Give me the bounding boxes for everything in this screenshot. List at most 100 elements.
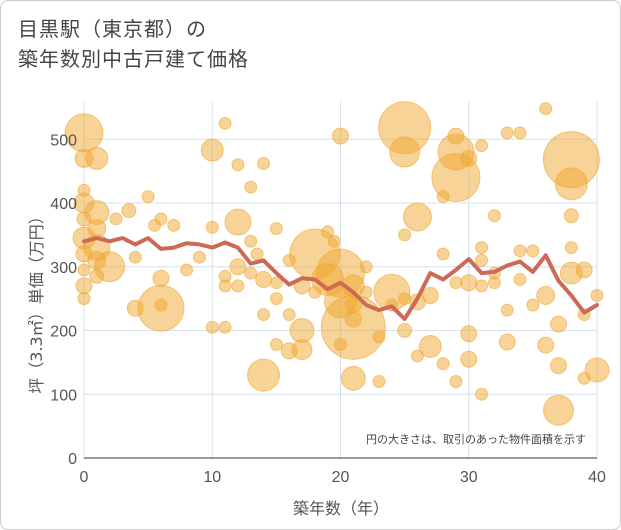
data-bubble [460, 325, 478, 343]
data-bubble [231, 158, 245, 172]
data-bubble [550, 315, 568, 333]
y-tick-label: 400 [50, 196, 77, 213]
data-bubble [436, 357, 450, 371]
data-bubble [564, 241, 578, 255]
data-bubble [85, 146, 109, 170]
data-bubble [460, 274, 478, 292]
data-bubble [94, 251, 126, 283]
data-bubble [218, 320, 232, 334]
data-bubble [218, 116, 232, 130]
x-tick-label: 20 [332, 469, 350, 486]
data-bubble [244, 266, 258, 280]
data-bubble [75, 277, 93, 295]
data-bubble [475, 139, 489, 153]
data-bubble [550, 357, 568, 375]
data-bubble [543, 394, 575, 426]
data-bubble [402, 202, 432, 232]
data-bubble [536, 285, 556, 305]
data-bubble [421, 286, 439, 304]
data-bubble [513, 126, 527, 140]
data-bubble [526, 244, 540, 258]
data-bubble [327, 234, 341, 248]
data-bubble [410, 349, 424, 363]
data-bubble [475, 253, 489, 267]
data-bubble [121, 203, 137, 219]
data-bubble [539, 102, 553, 116]
data-bubble [205, 220, 219, 234]
data-bubble [167, 218, 181, 232]
data-bubble [269, 292, 283, 306]
data-bubble [487, 276, 501, 290]
y-tick-label: 300 [50, 260, 77, 277]
data-bubble [289, 318, 315, 343]
data-bubble [250, 247, 264, 261]
data-bubble [460, 350, 478, 368]
bubble-size-note: 円の大きさは、取引のあった物件面積を示す [366, 432, 586, 446]
data-bubble [218, 279, 232, 293]
data-bubble [436, 247, 450, 261]
data-bubble [77, 263, 91, 277]
data-bubble [359, 285, 373, 299]
data-bubble [475, 241, 489, 255]
data-bubble [141, 190, 155, 204]
data-bubble [282, 308, 296, 322]
data-bubble [498, 333, 516, 351]
data-bubble [291, 339, 313, 361]
data-bubble [332, 127, 349, 145]
data-bubble [460, 149, 478, 167]
data-bubble [584, 357, 610, 383]
data-bubble [192, 250, 206, 264]
data-bubble [563, 208, 579, 224]
data-bubble [449, 276, 463, 290]
data-bubble [554, 167, 588, 201]
data-bubble [475, 279, 489, 293]
data-bubble [397, 323, 413, 338]
y-axis-label: 坪（3.3㎡）単価（万円） [27, 208, 46, 393]
data-bubble [180, 263, 194, 277]
average-price-line [82, 236, 599, 321]
data-bubble [244, 180, 258, 194]
data-bubble [372, 330, 386, 344]
data-bubble [247, 358, 281, 392]
data-bubble [244, 234, 258, 248]
chart-title-line2: 築年数別中古戸建て価格 [18, 47, 249, 71]
data-bubble [487, 209, 501, 223]
data-bubble [398, 292, 412, 306]
data-bubble [500, 126, 514, 140]
data-bubble [321, 225, 335, 239]
data-bubble [513, 244, 527, 258]
data-bubble [154, 212, 168, 226]
x-tick-label: 0 [80, 469, 89, 486]
data-bubble [269, 222, 283, 235]
data-bubble [229, 258, 247, 276]
data-bubble [137, 284, 185, 332]
data-bubble [537, 336, 555, 354]
chart-title-line1: 目黒駅（東京都）の [18, 17, 207, 41]
y-tick-label: 200 [50, 324, 77, 341]
data-bubble [398, 228, 412, 242]
x-tick-label: 40 [588, 469, 606, 486]
x-tick-label: 30 [460, 469, 478, 486]
data-bubble [109, 212, 123, 226]
data-bubble [257, 308, 271, 322]
y-tick-label: 0 [68, 451, 77, 468]
data-bubble [372, 375, 386, 388]
data-bubble [449, 375, 463, 388]
data-bubble [152, 269, 170, 287]
data-bubble [257, 156, 271, 170]
y-tick-label: 500 [50, 132, 77, 149]
x-axis-label: 築年数（年） [293, 499, 389, 518]
data-bubble [418, 334, 442, 358]
data-bubble [320, 294, 386, 360]
data-bubble [475, 387, 489, 401]
data-bubble [269, 276, 283, 290]
data-bubble [359, 260, 373, 274]
data-bubble [128, 250, 142, 264]
data-bubble [255, 271, 273, 288]
data-bubble [231, 279, 245, 293]
data-bubble [575, 261, 593, 279]
data-bubble [590, 288, 604, 302]
data-bubble [513, 273, 527, 286]
data-bubble [205, 320, 219, 334]
